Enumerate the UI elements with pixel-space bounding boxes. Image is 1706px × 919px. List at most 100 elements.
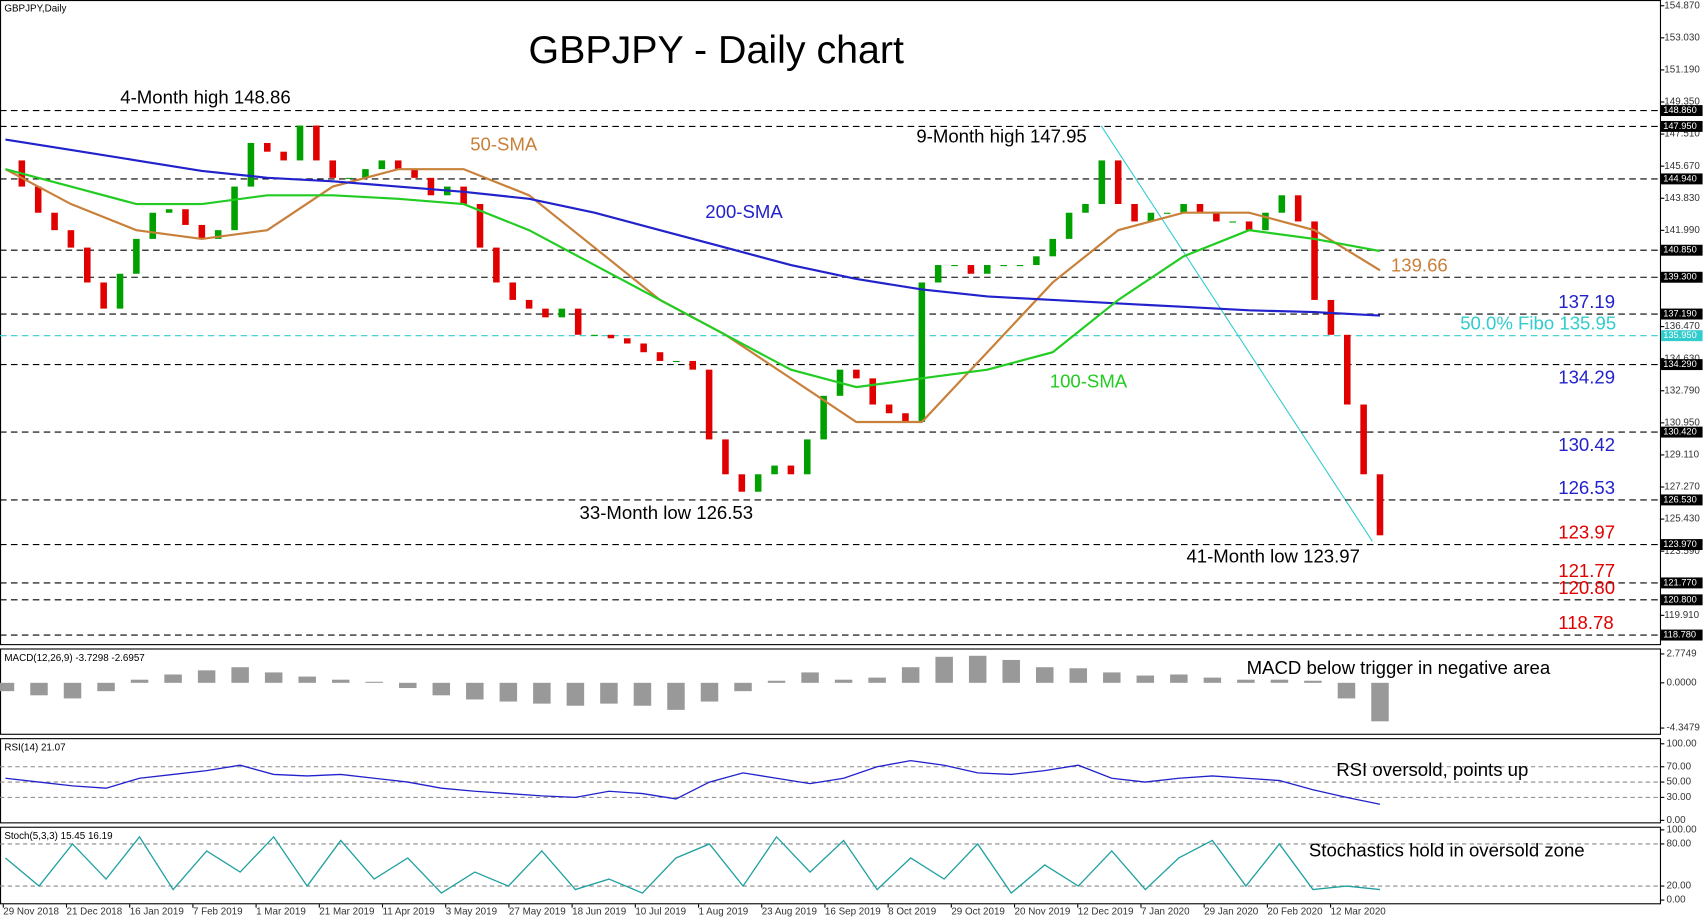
candle xyxy=(558,308,566,318)
macd-bar xyxy=(767,680,786,683)
level-box xyxy=(1661,308,1703,320)
level-box-label: 144.940 xyxy=(1663,173,1697,183)
candle xyxy=(280,151,287,161)
level-box xyxy=(1661,105,1703,117)
macd-bar xyxy=(935,656,953,683)
candle xyxy=(1245,221,1253,231)
candle xyxy=(1016,265,1024,267)
x-tick-label: 11 Apr 2019 xyxy=(383,907,435,918)
macd-bar xyxy=(1270,679,1289,683)
annotation: 9-Month high 147.95 xyxy=(916,126,1086,147)
y-tick-label: 153.030 xyxy=(1664,32,1700,43)
annotation: 33-Month low 126.53 xyxy=(580,502,754,523)
candle xyxy=(198,224,206,239)
macd-bar xyxy=(700,682,719,702)
candle xyxy=(1000,265,1007,267)
candle xyxy=(1082,204,1089,213)
y-tick-label: 141.990 xyxy=(1664,225,1700,236)
panel-title: MACD(12,26,9) -3.7298 -2.6957 xyxy=(4,653,144,664)
candle xyxy=(885,404,893,414)
candle xyxy=(656,352,664,361)
level-annotation: 118.78 xyxy=(1558,612,1613,633)
y-tick-label: 125.430 xyxy=(1664,514,1700,525)
y-tick-label: 70.00 xyxy=(1666,761,1691,772)
candle xyxy=(1163,212,1171,214)
x-tick-label: 16 Jan 2019 xyxy=(130,907,184,918)
x-tick-label: 3 May 2019 xyxy=(446,907,497,918)
candle xyxy=(967,265,975,274)
macd-bar xyxy=(264,672,283,683)
level-box xyxy=(1661,330,1703,342)
symbol-label: GBPJPY,Daily xyxy=(4,3,66,14)
candle xyxy=(427,177,435,196)
macd-bar xyxy=(1304,680,1322,683)
macd-bar xyxy=(633,682,652,706)
candle xyxy=(362,169,369,178)
x-tick-label: 8 Oct 2019 xyxy=(888,907,936,918)
candle xyxy=(1147,212,1155,222)
x-tick-label: 29 Nov 2018 xyxy=(3,907,59,918)
main-panel xyxy=(0,0,1662,646)
level-box xyxy=(1661,271,1703,283)
macd-bar xyxy=(432,682,451,696)
candle xyxy=(623,338,631,344)
level-annotation: 137.19 xyxy=(1558,291,1615,312)
level-annotation: 130.42 xyxy=(1558,434,1615,455)
annotation: 139.66 xyxy=(1391,255,1448,276)
level-box-label: 140.850 xyxy=(1663,245,1697,255)
x-tick-label: 21 Dec 2018 xyxy=(66,907,122,918)
candle xyxy=(345,177,353,179)
candle xyxy=(67,230,75,248)
y-tick-label: 151.190 xyxy=(1664,65,1700,76)
y-tick-label: 0.00 xyxy=(1666,815,1686,826)
candle xyxy=(574,308,582,335)
macd-bar xyxy=(97,682,115,692)
y-tick-label: -4.3479 xyxy=(1666,723,1699,734)
level-box-label: 148.860 xyxy=(1663,105,1697,115)
candle xyxy=(1114,160,1122,205)
candle xyxy=(542,308,549,318)
level-box-label: 134.290 xyxy=(1663,359,1697,369)
x-tick-label: 20 Nov 2019 xyxy=(1015,907,1071,918)
candle xyxy=(934,265,942,283)
candle xyxy=(1360,404,1367,475)
macd-bar xyxy=(331,679,350,683)
candle xyxy=(476,204,484,248)
macd-bar xyxy=(600,682,618,704)
x-tick-label: 10 Jul 2019 xyxy=(635,907,686,918)
y-tick-label: 20.00 xyxy=(1666,881,1691,892)
panel-title: RSI(14) 21.07 xyxy=(4,743,65,754)
y-tick-label: 2.7749 xyxy=(1666,649,1696,660)
x-tick-label: 23 Aug 2019 xyxy=(762,907,817,918)
candle xyxy=(247,142,255,187)
candle xyxy=(1343,334,1351,405)
candle xyxy=(231,186,238,231)
y-tick-label: 147.510 xyxy=(1664,129,1700,140)
candle xyxy=(165,209,173,213)
candle xyxy=(460,186,467,205)
candle xyxy=(705,369,713,440)
candle xyxy=(149,212,157,239)
macd-bar xyxy=(901,667,920,683)
macd-bar xyxy=(1136,675,1155,683)
macd-bar xyxy=(834,679,853,683)
candle xyxy=(1327,299,1335,335)
candle xyxy=(738,474,746,492)
candle xyxy=(1311,221,1318,300)
candle xyxy=(820,395,827,440)
level-box-label: 130.420 xyxy=(1663,427,1697,437)
candle xyxy=(34,186,42,213)
macd-bar xyxy=(1170,674,1188,683)
macd-bar xyxy=(1035,667,1054,683)
candle xyxy=(1262,212,1269,231)
macd-bar xyxy=(1203,677,1222,683)
level-box xyxy=(1661,629,1703,641)
y-tick-label: 30.00 xyxy=(1666,792,1691,803)
x-tick-label: 1 Mar 2019 xyxy=(256,907,306,918)
y-tick-label: 129.110 xyxy=(1664,450,1699,461)
macd-bar xyxy=(30,682,48,696)
y-tick-label: 100.00 xyxy=(1666,738,1697,749)
macd-bar xyxy=(968,655,987,683)
annotation: 41-Month low 123.97 xyxy=(1186,546,1360,567)
